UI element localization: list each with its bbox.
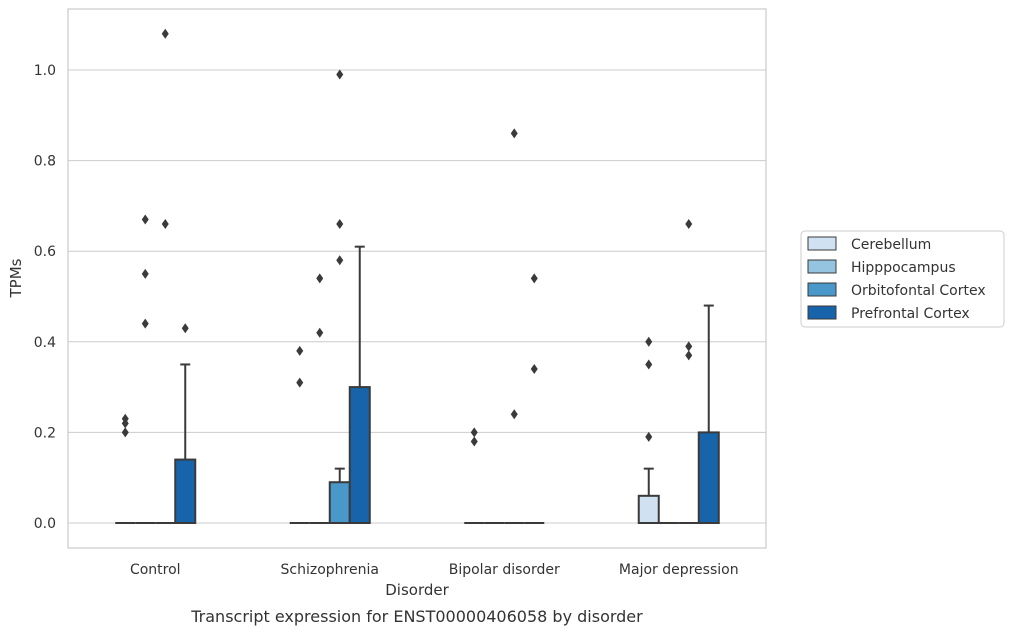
outlier-point: [336, 255, 344, 266]
outlier-point: [470, 427, 478, 438]
plot-area-frame: [67, 8, 767, 549]
outlier-point: [510, 409, 518, 420]
outlier-point: [645, 336, 653, 347]
outlier-point: [296, 345, 304, 356]
legend-swatch: [807, 305, 837, 320]
y-tick-labels: 0.0 0.2 0.4 0.6 0.8 1.0: [34, 63, 56, 532]
outlier-point: [470, 436, 478, 447]
box-cerebellum: [637, 467, 660, 525]
legend-label: Hipppocampus: [851, 260, 956, 276]
y-axis-title: TPMs: [7, 258, 25, 298]
legend-item: Prefrontal Cortex: [807, 305, 970, 322]
outlier-point: [121, 413, 129, 424]
outlier-point: [316, 327, 324, 338]
outlier-point: [141, 214, 149, 225]
box-orbitofontal-cortex: [328, 467, 351, 525]
box-prefrontal-cortex: [697, 304, 720, 524]
y-tick-label: 0.0: [34, 516, 56, 532]
outlier-point: [685, 219, 693, 230]
legend: Cerebellum Hipppocampus Orbitofontal Corte…: [800, 230, 1005, 328]
legend-label: Cerebellum: [851, 237, 931, 253]
box-body: [348, 386, 371, 524]
outlier-point: [645, 431, 653, 442]
outlier-point: [510, 128, 518, 139]
box-body: [637, 494, 660, 525]
outlier-point: [685, 350, 693, 361]
outlier-point: [161, 219, 169, 230]
legend-swatch: [807, 259, 837, 274]
outlier-point: [316, 273, 324, 284]
x-tick-label: Major depression: [619, 562, 739, 578]
y-tick-label: 0.4: [34, 335, 56, 351]
grid-lines: [68, 69, 766, 524]
boxes: [115, 245, 720, 525]
outlier-point: [685, 341, 693, 352]
outlier-point: [296, 377, 304, 388]
outlier-point: [645, 359, 653, 370]
outlier-point: [141, 268, 149, 279]
legend-frame: [800, 230, 1005, 328]
outlier-point: [121, 427, 129, 438]
x-axis-title: Disorder: [385, 581, 449, 599]
outlier-point: [141, 318, 149, 329]
box-prefrontal-cortex: [174, 363, 197, 524]
legend-item: Cerebellum: [807, 236, 931, 253]
chart-caption: Transcript expression for ENST0000040605…: [190, 607, 643, 626]
box-body: [328, 481, 351, 525]
outlier-point: [336, 69, 344, 80]
outlier-point: [161, 28, 169, 39]
x-tick-label: Bipolar disorder: [449, 562, 560, 578]
box-body: [697, 431, 720, 524]
legend-item: Orbitofontal Cortex: [807, 282, 986, 299]
x-tick-labels: Control Schizophrenia Bipolar disorder Majo…: [130, 562, 739, 578]
box-prefrontal-cortex: [348, 245, 371, 524]
outlier-point: [530, 273, 538, 284]
legend-swatch: [807, 282, 837, 297]
legend-swatch: [807, 236, 837, 251]
legend-item: Hipppocampus: [807, 259, 956, 276]
legend-items: Cerebellum Hipppocampus Orbitofontal Corte…: [807, 236, 986, 322]
y-tick-label: 0.2: [34, 425, 56, 441]
x-tick-label: Schizophrenia: [281, 562, 379, 578]
y-tick-label: 1.0: [34, 63, 56, 79]
x-tick-label: Control: [130, 562, 181, 578]
legend-label: Prefrontal Cortex: [851, 306, 970, 322]
y-tick-label: 0.8: [34, 154, 56, 170]
outlier-point: [336, 219, 344, 230]
outlier-point: [530, 363, 538, 374]
box-body: [174, 458, 197, 524]
y-tick-label: 0.6: [34, 244, 56, 260]
legend-label: Orbitofontal Cortex: [851, 283, 986, 299]
outlier-points: [121, 28, 693, 447]
outlier-point: [181, 323, 189, 334]
